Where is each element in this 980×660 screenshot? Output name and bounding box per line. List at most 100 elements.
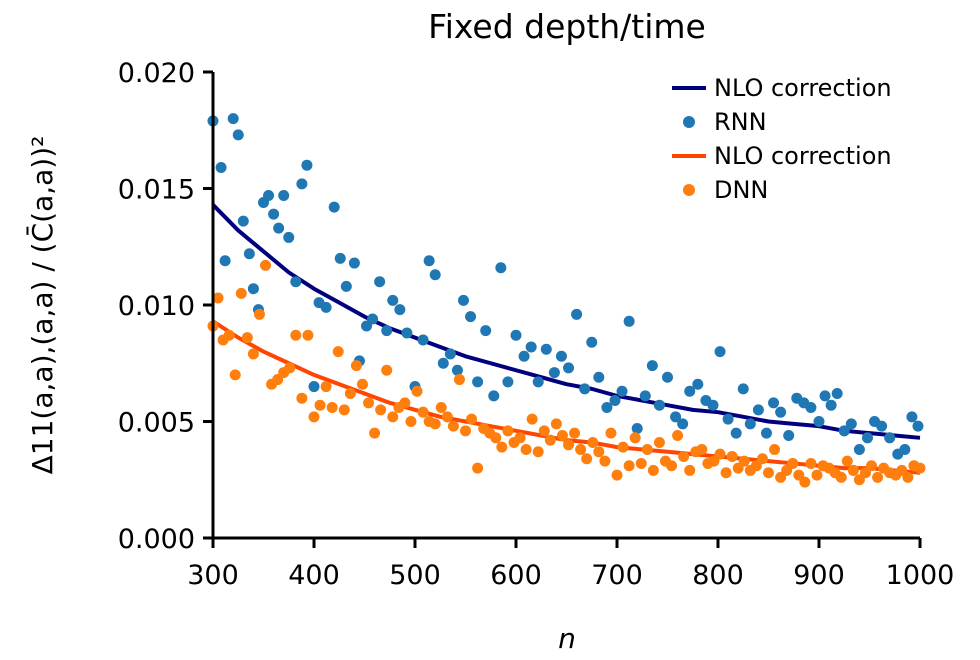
- data-point: [662, 371, 673, 383]
- y-tick-label: 0.005: [118, 408, 195, 439]
- data-point: [769, 443, 781, 455]
- x-tick-label: 400: [288, 560, 340, 591]
- x-tick-label: 800: [692, 560, 744, 591]
- data-point: [338, 404, 350, 416]
- data-point: [435, 402, 447, 414]
- data-point: [367, 313, 379, 325]
- x-tick-label: 500: [389, 560, 441, 591]
- data-point: [548, 367, 560, 379]
- series-2: [211, 319, 921, 475]
- x-tick-label: 600: [490, 560, 542, 591]
- data-point: [831, 388, 843, 400]
- data-point: [417, 406, 429, 418]
- data-point: [563, 362, 575, 374]
- data-point: [260, 259, 272, 271]
- data-point: [247, 283, 259, 295]
- data-point: [768, 397, 780, 409]
- data-point: [332, 346, 344, 358]
- data-point: [586, 336, 598, 348]
- series-0: [211, 203, 921, 440]
- data-point: [348, 257, 360, 269]
- data-point: [457, 294, 469, 306]
- data-point: [451, 364, 463, 376]
- data-point: [381, 325, 393, 337]
- data-point: [845, 418, 857, 430]
- legend-item: DNN: [683, 176, 768, 204]
- data-point: [853, 443, 865, 455]
- data-point: [496, 441, 508, 453]
- data-point: [569, 427, 581, 439]
- data-point: [237, 215, 249, 227]
- data-point: [488, 390, 500, 402]
- data-point: [623, 460, 635, 472]
- data-point: [296, 178, 308, 190]
- data-point: [550, 418, 562, 430]
- data-point: [571, 308, 583, 320]
- legend-item: RNN: [683, 108, 767, 136]
- data-point: [544, 434, 556, 446]
- data-point: [340, 280, 352, 292]
- data-point: [387, 294, 399, 306]
- data-point: [876, 420, 888, 432]
- data-point: [912, 420, 924, 432]
- data-point: [278, 189, 290, 201]
- data-point: [441, 411, 453, 423]
- data-point: [273, 222, 285, 234]
- data-point: [363, 397, 375, 409]
- legend-label: NLO correction: [714, 142, 892, 170]
- data-point: [593, 371, 605, 383]
- data-point: [847, 464, 859, 476]
- data-point: [666, 460, 678, 472]
- x-tick-label: 900: [793, 560, 845, 591]
- data-point: [263, 189, 275, 201]
- data-point: [538, 425, 550, 437]
- data-point: [460, 425, 471, 437]
- data-point: [635, 457, 647, 469]
- data-point: [902, 471, 914, 483]
- data-point: [805, 457, 817, 469]
- data-point: [510, 329, 522, 341]
- data-point: [899, 443, 911, 455]
- x-tick-label: 700: [591, 560, 643, 591]
- data-point: [677, 418, 689, 430]
- data-point: [696, 443, 708, 455]
- data-point: [219, 255, 231, 267]
- data-point: [575, 443, 587, 455]
- data-point: [563, 439, 575, 451]
- data-point: [472, 376, 484, 388]
- data-point: [290, 329, 302, 341]
- data-point: [235, 287, 247, 299]
- data-point: [375, 404, 387, 416]
- data-point: [714, 346, 726, 358]
- data-point: [872, 471, 884, 483]
- data-point: [805, 402, 817, 414]
- legend-item: NLO correction: [672, 74, 892, 102]
- data-point: [253, 308, 265, 320]
- data-point: [283, 231, 295, 243]
- axes: 300 400 500 600 700 800 900 1000 0.000 0.005 0.010…: [118, 58, 955, 591]
- data-point: [229, 369, 241, 381]
- data-point: [411, 385, 423, 397]
- data-point: [599, 455, 611, 467]
- data-point: [417, 334, 429, 346]
- data-point: [212, 292, 224, 304]
- data-point: [720, 467, 732, 479]
- data-point: [399, 397, 411, 409]
- data-point: [616, 385, 628, 397]
- legend-label: RNN: [714, 108, 767, 136]
- data-point: [296, 392, 308, 404]
- data-point: [752, 404, 764, 416]
- data-point: [609, 395, 621, 407]
- data-point: [738, 455, 750, 467]
- data-point: [540, 343, 552, 355]
- data-point: [290, 276, 302, 288]
- data-point: [646, 360, 658, 372]
- data-point: [838, 425, 850, 437]
- legend: NLO correction RNN NLO correction DNN: [672, 74, 892, 204]
- data-point: [819, 390, 831, 402]
- chart-title: Fixed depth/time: [428, 7, 706, 46]
- data-point: [374, 276, 386, 288]
- data-point: [623, 315, 635, 327]
- data-point: [387, 411, 399, 423]
